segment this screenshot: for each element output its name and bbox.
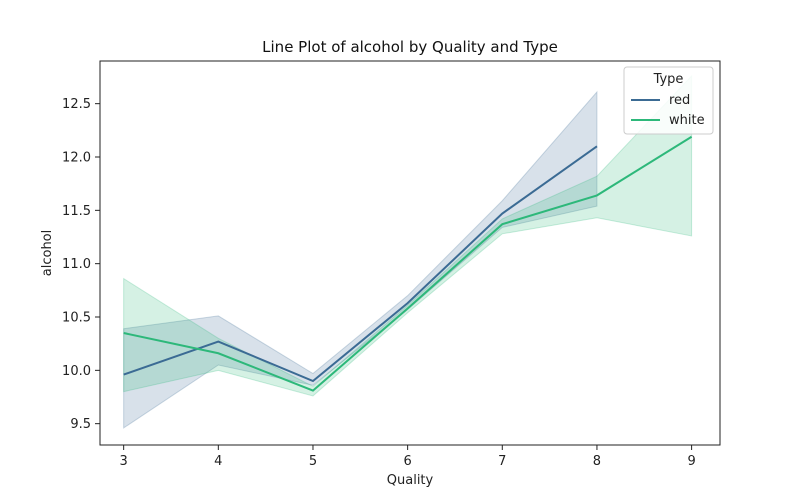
series-line-red xyxy=(123,145,598,383)
y-tick-label: 11.0 xyxy=(62,257,91,272)
confidence-bands xyxy=(123,74,693,429)
chart-title: Line Plot of alcohol by Quality and Type xyxy=(262,38,558,56)
y-tick-label: 10.0 xyxy=(62,364,91,379)
legend-label-red: red xyxy=(669,93,690,108)
x-tick-label: 3 xyxy=(120,454,128,469)
legend: Type red white xyxy=(623,66,714,135)
legend-title: Type xyxy=(653,72,684,87)
y-axis-label: alcohol xyxy=(40,230,55,276)
y-tick-label: 10.5 xyxy=(62,311,91,326)
ci-band-white xyxy=(123,74,693,397)
x-tick-label: 7 xyxy=(498,454,506,469)
legend-box xyxy=(623,66,714,135)
y-tick-label: 9.5 xyxy=(70,417,91,432)
y-tick-label: 12.0 xyxy=(62,151,91,166)
x-tick-label: 5 xyxy=(309,454,317,469)
series-lines xyxy=(123,135,693,392)
x-tick-label: 6 xyxy=(403,454,411,469)
x-tick-label: 4 xyxy=(214,454,222,469)
x-tick-label: 9 xyxy=(687,454,695,469)
y-tick-label: 11.5 xyxy=(62,204,91,219)
legend-label-white: white xyxy=(669,113,705,128)
x-tick-label: 8 xyxy=(593,454,601,469)
x-axis: 3 4 5 6 7 8 9 xyxy=(120,445,696,469)
y-tick-label: 12.5 xyxy=(62,97,91,112)
ci-band-red xyxy=(123,90,598,429)
x-axis-label: Quality xyxy=(387,473,434,488)
plot-frame xyxy=(99,60,721,446)
y-axis: 9.5 10.0 10.5 11.0 11.5 12.0 12.5 xyxy=(62,97,100,432)
